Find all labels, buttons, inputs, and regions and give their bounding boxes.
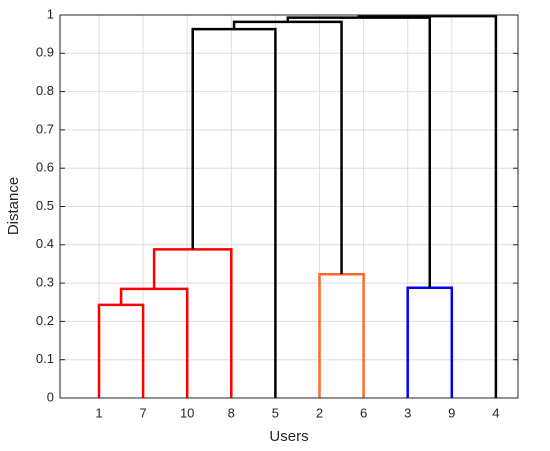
y-tick-label: 0.4 xyxy=(36,236,54,251)
y-tick-label: 0.3 xyxy=(36,275,54,290)
plot-frame xyxy=(59,14,519,399)
x-tick-label: 7 xyxy=(139,405,146,420)
dendrogram-link xyxy=(357,14,498,398)
x-tick-label: 8 xyxy=(228,405,235,420)
y-tick-label: 0.7 xyxy=(36,121,54,136)
y-tick-label: 0.2 xyxy=(36,313,54,328)
y-tick-label: 1 xyxy=(47,6,54,21)
y-axis-label: Distance xyxy=(5,177,22,235)
x-tick-label: 6 xyxy=(360,405,367,420)
y-tick-label: 0.6 xyxy=(36,160,54,175)
x-tick-label: 5 xyxy=(272,405,279,420)
y-tick-label: 0.1 xyxy=(36,351,54,366)
x-tick-label: 4 xyxy=(492,405,499,420)
x-tick-label: 3 xyxy=(404,405,411,420)
x-tick-label: 10 xyxy=(180,405,194,420)
x-tick-label: 2 xyxy=(316,405,323,420)
y-tick-label: 0 xyxy=(47,389,54,404)
y-tick-label: 0.9 xyxy=(36,45,54,60)
y-tick-label: 0.8 xyxy=(36,83,54,98)
y-tick-label: 0.5 xyxy=(36,198,54,213)
x-tick-label: 9 xyxy=(448,405,455,420)
x-axis-label: Users xyxy=(269,428,308,445)
x-tick-label: 1 xyxy=(95,405,102,420)
